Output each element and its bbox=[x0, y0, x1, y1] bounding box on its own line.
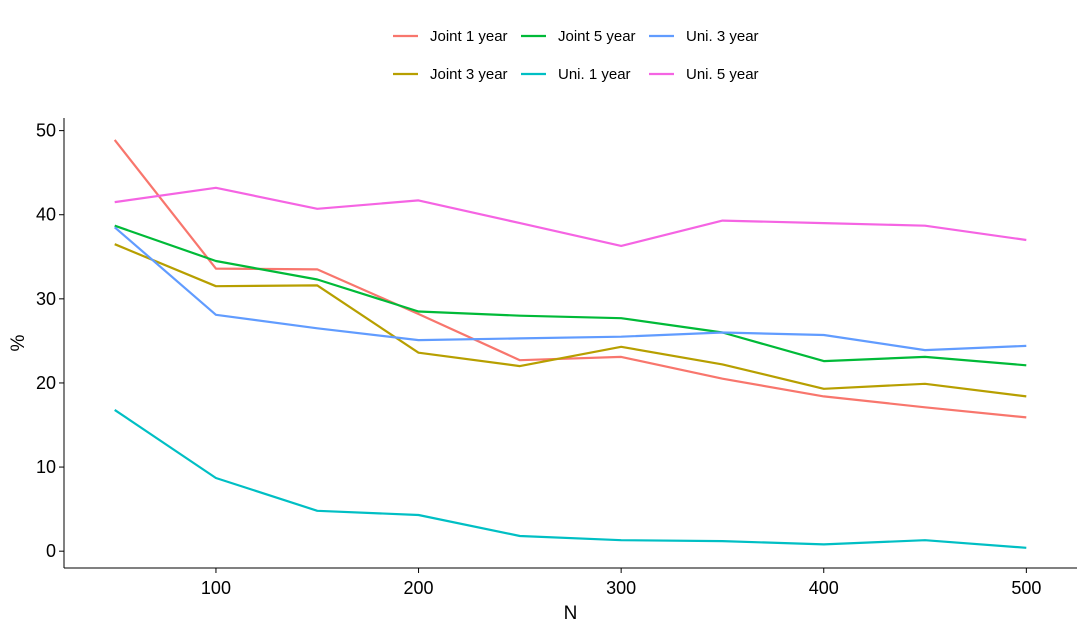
x-ticks: 100 200 300 400 500 bbox=[201, 568, 1041, 598]
y-tick-label: 20 bbox=[36, 373, 56, 393]
legend-label: Joint 1 year bbox=[430, 28, 508, 45]
y-tick-label: 30 bbox=[36, 289, 56, 309]
y-tick-label: 10 bbox=[36, 457, 56, 477]
legend-item-uni-5-year: Uni. 5 year bbox=[649, 66, 759, 83]
legend-label: Uni. 5 year bbox=[686, 66, 759, 83]
y-ticks: 0 10 20 30 40 50 bbox=[36, 121, 64, 561]
series-line-joint-5-year bbox=[114, 224, 1027, 367]
legend: Joint 1 year Joint 5 year Uni. 3 year Joint… bbox=[393, 28, 759, 83]
series-layer bbox=[113, 139, 1027, 549]
legend-label: Joint 5 year bbox=[558, 28, 636, 45]
series-line-uni-1-year bbox=[114, 408, 1027, 549]
legend-item-joint-5-year: Joint 5 year bbox=[521, 28, 636, 45]
legend-label: Uni. 1 year bbox=[558, 66, 631, 83]
y-axis-title: % bbox=[8, 334, 29, 351]
legend-label: Joint 3 year bbox=[430, 66, 508, 83]
legend-item-joint-3-year: Joint 3 year bbox=[393, 66, 508, 83]
x-tick-label: 300 bbox=[606, 578, 636, 598]
x-axis-title: N bbox=[564, 603, 578, 624]
series-line-joint-3-year bbox=[114, 243, 1027, 398]
series-line-uni-5-year bbox=[114, 186, 1027, 247]
series-line-uni-3-year bbox=[113, 226, 1027, 352]
y-tick-label: 50 bbox=[36, 121, 56, 141]
legend-label: Uni. 3 year bbox=[686, 28, 759, 45]
legend-item-uni-3-year: Uni. 3 year bbox=[649, 28, 759, 45]
y-tick-label: 40 bbox=[36, 205, 56, 225]
series-line-joint-1-year bbox=[113, 139, 1027, 419]
x-tick-label: 500 bbox=[1011, 578, 1041, 598]
x-tick-label: 200 bbox=[404, 578, 434, 598]
legend-item-joint-1-year: Joint 1 year bbox=[393, 28, 508, 45]
x-tick-label: 100 bbox=[201, 578, 231, 598]
legend-item-uni-1-year: Uni. 1 year bbox=[521, 66, 631, 83]
x-tick-label: 400 bbox=[809, 578, 839, 598]
axes: 0 10 20 30 40 50 100 200 300 400 500 N % bbox=[8, 118, 1077, 624]
y-tick-label: 0 bbox=[46, 541, 56, 561]
